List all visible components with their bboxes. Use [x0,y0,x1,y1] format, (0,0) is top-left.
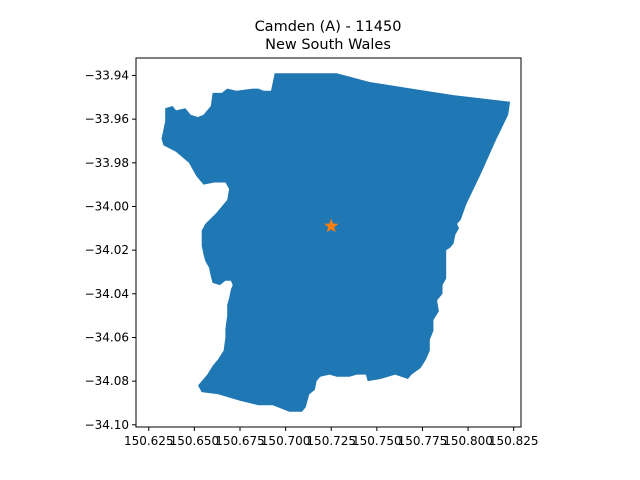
chart-title: Camden (A) - 11450 [255,19,402,35]
chart-subtitle: New South Wales [265,37,391,53]
x-tick-label: 150.750 [352,434,402,448]
x-tick-label: 150.625 [124,434,174,448]
y-axis: −33.94 −33.96 −33.98 −34.00 −34.02 −34.04 −34.… [85,68,136,432]
y-tick-label: −34.02 [85,243,129,257]
x-axis: 150.625150.650150.675150.700150.725150.7… [124,427,539,448]
centroid-star-marker [324,218,339,233]
y-tick-label: −34.08 [85,374,129,388]
x-tick-label: 150.775 [398,434,448,448]
x-tick-label: 150.725 [306,434,356,448]
x-tick-label: 150.650 [170,434,220,448]
x-tick-label: 150.825 [489,434,539,448]
y-tick-label: −33.94 [85,68,129,82]
y-tick-label: −34.10 [85,418,129,432]
y-tick-label: −34.00 [85,199,129,213]
axes-frame [135,57,522,428]
y-tick-label: −34.06 [85,330,129,344]
plot-area [161,73,511,412]
x-tick-label: 150.700 [261,434,311,448]
region-polygon [161,73,511,412]
x-tick-label: 150.800 [443,434,493,448]
y-tick-label: −34.04 [85,287,129,301]
y-tick-label: −33.98 [85,156,129,170]
x-tick-label: 150.675 [215,434,265,448]
y-tick-label: −33.96 [85,112,129,126]
